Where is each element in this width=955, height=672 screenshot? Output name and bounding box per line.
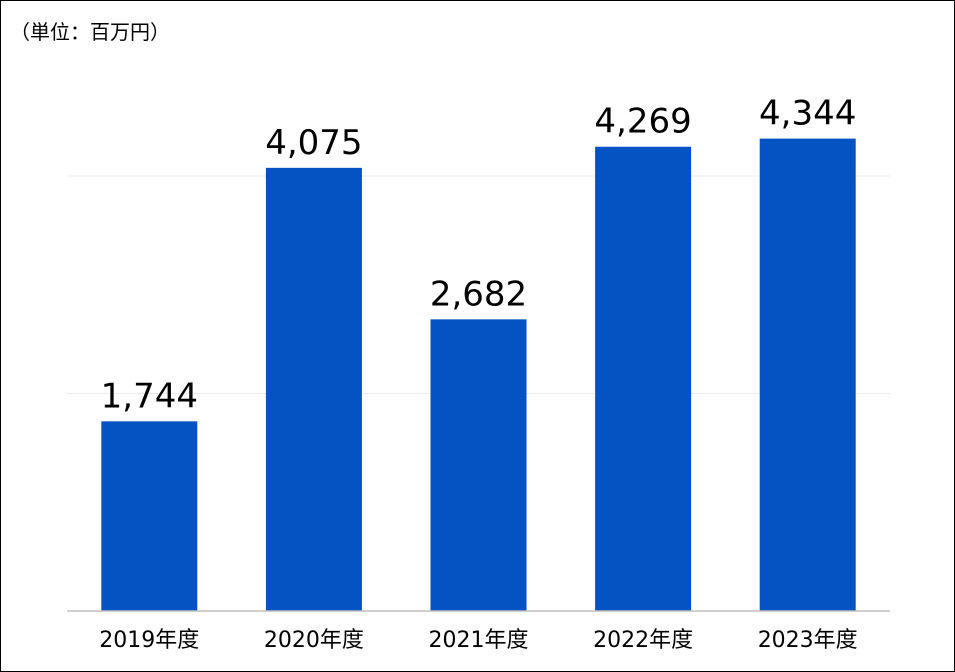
bar-1	[265, 167, 362, 611]
category-label-3: 2022年度	[593, 628, 693, 653]
bar-4	[759, 138, 856, 611]
bar-3	[595, 146, 692, 611]
bar-2	[430, 319, 527, 611]
value-label-0: 1,744	[101, 376, 198, 416]
category-label-4: 2023年度	[758, 628, 858, 653]
value-label-4: 4,344	[759, 94, 856, 134]
unit-label: （単位：百万円）	[10, 20, 170, 44]
category-label-0: 2019年度	[99, 628, 199, 653]
value-label-2: 2,682	[430, 274, 527, 314]
value-label-1: 4,075	[265, 123, 362, 163]
bar-0	[101, 421, 198, 611]
category-label-1: 2020年度	[264, 628, 364, 653]
value-label-3: 4,269	[594, 102, 691, 142]
category-label-2: 2021年度	[429, 628, 529, 653]
